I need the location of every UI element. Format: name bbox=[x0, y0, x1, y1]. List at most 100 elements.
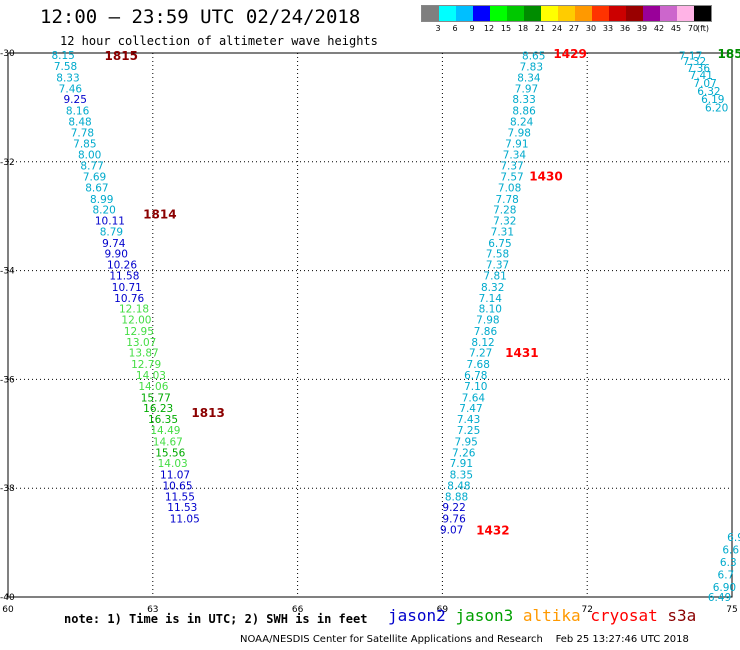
swh-value-label: 7.46 bbox=[59, 83, 83, 95]
legend-swatch bbox=[677, 6, 694, 21]
lat-tick-label: -40 bbox=[0, 593, 15, 603]
legend-label: 39 bbox=[636, 24, 648, 33]
swh-value-label: 14.06 bbox=[138, 381, 168, 393]
swh-value-label: 6.32 bbox=[697, 86, 720, 98]
legend-swatch bbox=[524, 6, 541, 21]
swh-value-label: 8.65 bbox=[522, 51, 545, 63]
legend-label: 18 bbox=[517, 24, 529, 33]
swh-value-label: 7.37 bbox=[500, 161, 523, 173]
swh-value-label: 9.90 bbox=[105, 249, 128, 261]
swh-value-label: 8.67 bbox=[85, 182, 108, 194]
swh-value-label: 12.95 bbox=[124, 326, 154, 338]
lat-tick-label: -32 bbox=[0, 158, 15, 168]
swh-value-label: 8.12 bbox=[471, 337, 494, 349]
legend-swatch bbox=[490, 6, 507, 21]
swh-value-label: 8.33 bbox=[512, 94, 535, 106]
swh-value-label: 7.27 bbox=[469, 348, 492, 360]
swh-value-label: 7.28 bbox=[493, 205, 516, 217]
swh-value-label: 7.68 bbox=[467, 359, 490, 371]
legend-swatch bbox=[507, 6, 524, 21]
legend-label: 42 bbox=[653, 24, 665, 33]
swh-value-label: 7.07 bbox=[693, 78, 716, 90]
satellite-name-cryosat: cryosat bbox=[590, 606, 668, 625]
legend-swatch bbox=[558, 6, 575, 21]
swh-value-label: 8.15 bbox=[51, 50, 74, 62]
legend-label: 24 bbox=[551, 24, 563, 33]
page-subtitle: 12 hour collection of altimeter wave hei… bbox=[60, 34, 378, 48]
lon-tick-label: 60 bbox=[2, 605, 14, 615]
swh-value-label: 7.85 bbox=[73, 138, 96, 150]
legend-label: 21 bbox=[534, 24, 546, 33]
swh-value-label: 7.41 bbox=[690, 70, 713, 82]
swh-value-label: 8.24 bbox=[510, 117, 534, 129]
swh-value-label: 11.07 bbox=[160, 470, 190, 482]
swh-value-label: 8.35 bbox=[450, 470, 473, 482]
lat-tick-label: -34 bbox=[0, 267, 15, 277]
legend-label: 33 bbox=[602, 24, 614, 33]
swh-value-label: 10.26 bbox=[107, 260, 137, 272]
satellite-name-jason2: jason2 bbox=[388, 606, 456, 625]
swh-value-label: 12.00 bbox=[121, 315, 151, 327]
satellite-name-altika: altika bbox=[522, 606, 591, 625]
swh-value-label: 7.98 bbox=[508, 127, 531, 139]
page-title: 12:00 – 23:59 UTC 02/24/2018 bbox=[40, 6, 361, 28]
swh-value-label: 7.10 bbox=[464, 381, 487, 393]
swh-value-label: 9.74 bbox=[102, 238, 126, 250]
legend-swatch bbox=[643, 6, 660, 21]
swh-value-label: 6.90 bbox=[713, 582, 736, 594]
legend-unit: (ft) bbox=[696, 24, 710, 33]
swh-value-label: 7.95 bbox=[454, 436, 477, 448]
legend-label: 15 bbox=[500, 24, 512, 33]
swh-value-label: 7.43 bbox=[457, 414, 480, 426]
swh-value-label: 7.97 bbox=[515, 83, 538, 95]
swh-value-label: 7.31 bbox=[491, 226, 514, 238]
swh-value-label: 13.87 bbox=[129, 348, 159, 360]
swh-value-label: 7.64 bbox=[462, 392, 486, 404]
swh-value-label: 15.56 bbox=[155, 447, 185, 459]
swh-value-label: 8.86 bbox=[512, 106, 536, 118]
swh-value-label: 6.6 bbox=[722, 545, 739, 557]
swh-value-label: 10.71 bbox=[112, 282, 142, 294]
swh-value-label: 8.20 bbox=[92, 205, 115, 217]
swh-value-label: 9.76 bbox=[442, 514, 466, 526]
swh-value-label: 7.08 bbox=[498, 182, 521, 194]
swh-value-label: 6.7 bbox=[718, 570, 735, 582]
swh-value-label: 7.36 bbox=[687, 63, 711, 75]
pass-time-label: 1432 bbox=[476, 524, 509, 538]
swh-value-label: 8.88 bbox=[445, 491, 468, 503]
swh-value-label: 10.65 bbox=[162, 480, 192, 492]
swh-value-label: 7.58 bbox=[486, 249, 509, 261]
legend-label: 3 bbox=[435, 24, 441, 33]
swh-value-label: 7.58 bbox=[54, 61, 77, 73]
swh-value-label: 14.67 bbox=[153, 436, 183, 448]
legend-swatch bbox=[626, 6, 643, 21]
swh-value-label: 8.16 bbox=[66, 106, 90, 118]
swh-value-label: 12.18 bbox=[119, 304, 149, 316]
swh-value-label: 7.17 bbox=[679, 51, 702, 63]
lat-tick-label: -30 bbox=[0, 49, 15, 59]
lon-tick-label: 63 bbox=[147, 605, 158, 615]
swh-value-label: 12.79 bbox=[131, 359, 161, 371]
legend-label: 30 bbox=[585, 24, 597, 33]
lon-tick-label: 69 bbox=[437, 605, 449, 615]
swh-value-label: 7.91 bbox=[450, 458, 473, 470]
legend-label: 9 bbox=[469, 24, 475, 33]
legend-swatch bbox=[439, 6, 456, 21]
swh-value-label: 7.34 bbox=[503, 150, 527, 162]
satellite-name-s3a: s3a bbox=[667, 606, 697, 625]
swh-value-label: 7.69 bbox=[83, 171, 106, 183]
legend-swatch bbox=[473, 6, 490, 21]
color-legend: 3 6 9 12 15 18 21 24 27 30 33 36 39 42 45 70 (ft) bbox=[421, 5, 712, 34]
swh-value-label: 10.76 bbox=[114, 293, 144, 305]
pass-time-label: 1431 bbox=[505, 346, 538, 360]
pass-time-label: 1815 bbox=[105, 49, 138, 63]
swh-value-label: 7.81 bbox=[483, 270, 506, 282]
swh-value-label: 8.48 bbox=[447, 480, 470, 492]
swh-value-label: 11.05 bbox=[170, 514, 200, 526]
map-frame bbox=[7, 52, 733, 598]
swh-value-label: 6.78 bbox=[464, 370, 487, 382]
swh-value-label: 7.98 bbox=[476, 315, 499, 327]
swh-value-label: 8.99 bbox=[90, 194, 113, 206]
swh-value-label: 7.78 bbox=[71, 127, 94, 139]
